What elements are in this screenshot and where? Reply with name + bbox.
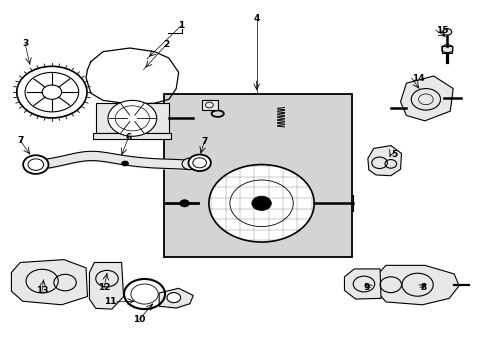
Text: 10: 10 <box>133 315 145 324</box>
Circle shape <box>251 196 271 211</box>
Bar <box>201 100 217 110</box>
Text: 15: 15 <box>435 26 447 35</box>
Circle shape <box>166 293 180 303</box>
Circle shape <box>108 100 157 136</box>
Text: 7: 7 <box>17 136 23 145</box>
Polygon shape <box>89 262 123 309</box>
Text: 1: 1 <box>178 21 184 30</box>
Polygon shape <box>11 260 87 305</box>
Polygon shape <box>367 145 401 176</box>
Text: 7: 7 <box>201 137 207 146</box>
Circle shape <box>442 29 451 35</box>
Text: 14: 14 <box>411 74 424 83</box>
Text: 4: 4 <box>253 14 259 23</box>
Polygon shape <box>400 76 452 121</box>
Text: 6: 6 <box>125 133 131 142</box>
Circle shape <box>182 158 197 170</box>
Circle shape <box>122 161 128 166</box>
Circle shape <box>188 154 210 171</box>
Text: 13: 13 <box>36 286 48 295</box>
Polygon shape <box>96 103 168 134</box>
Text: 9: 9 <box>363 283 369 292</box>
Circle shape <box>208 165 314 242</box>
Text: 2: 2 <box>163 40 169 49</box>
Bar <box>442 46 451 53</box>
Text: 12: 12 <box>98 283 110 292</box>
Polygon shape <box>344 269 380 299</box>
Text: 11: 11 <box>104 297 117 306</box>
Text: 8: 8 <box>419 283 426 292</box>
Text: 3: 3 <box>22 39 28 48</box>
Bar <box>163 94 351 257</box>
Circle shape <box>23 155 48 174</box>
Polygon shape <box>93 134 171 139</box>
Circle shape <box>179 200 189 207</box>
Polygon shape <box>375 265 458 305</box>
Polygon shape <box>159 288 193 308</box>
Text: 5: 5 <box>390 150 396 159</box>
